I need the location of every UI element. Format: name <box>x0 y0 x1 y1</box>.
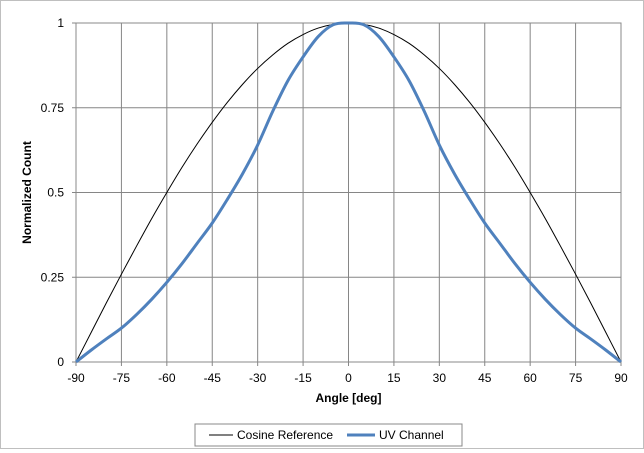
legend-label-uv-channel: UV Channel <box>379 428 444 442</box>
x-axis-label: Angle [deg] <box>316 391 382 405</box>
x-tick-label: -90 <box>67 371 85 385</box>
x-tick-label: 90 <box>614 371 628 385</box>
y-tick-labels: 0 0.25 0.5 0.75 1 <box>41 16 76 369</box>
y-tick-label: 0.75 <box>41 101 65 115</box>
y-tick-label: 1 <box>57 16 64 30</box>
y-tick-label: 0 <box>57 355 64 369</box>
x-tick-label: -30 <box>249 371 267 385</box>
x-tick-label: -60 <box>158 371 176 385</box>
y-tick-label: 0.5 <box>47 186 64 200</box>
x-tick-label: -15 <box>294 371 312 385</box>
grid <box>75 22 622 363</box>
series-layer <box>75 21 622 364</box>
x-tick-label: 60 <box>523 371 537 385</box>
legend: Cosine Reference UV Channel <box>194 423 463 447</box>
y-axis-label: Normalized Count <box>20 141 34 244</box>
x-tick-label: 45 <box>478 371 492 385</box>
legend-box <box>194 423 463 447</box>
x-tick-label: 30 <box>433 371 447 385</box>
x-tick-labels: -90 -75 -60 -45 -30 -15 0 15 30 45 60 75 90 <box>67 362 628 385</box>
x-tick-label: -45 <box>204 371 222 385</box>
legend-label-cosine-reference: Cosine Reference <box>237 428 333 442</box>
x-tick-label: 15 <box>387 371 401 385</box>
y-tick-label: 0.25 <box>41 270 65 284</box>
x-tick-label: 0 <box>345 371 352 385</box>
series-line-uv-channel <box>75 21 622 364</box>
x-tick-label: 75 <box>569 371 583 385</box>
x-tick-label: -75 <box>113 371 131 385</box>
